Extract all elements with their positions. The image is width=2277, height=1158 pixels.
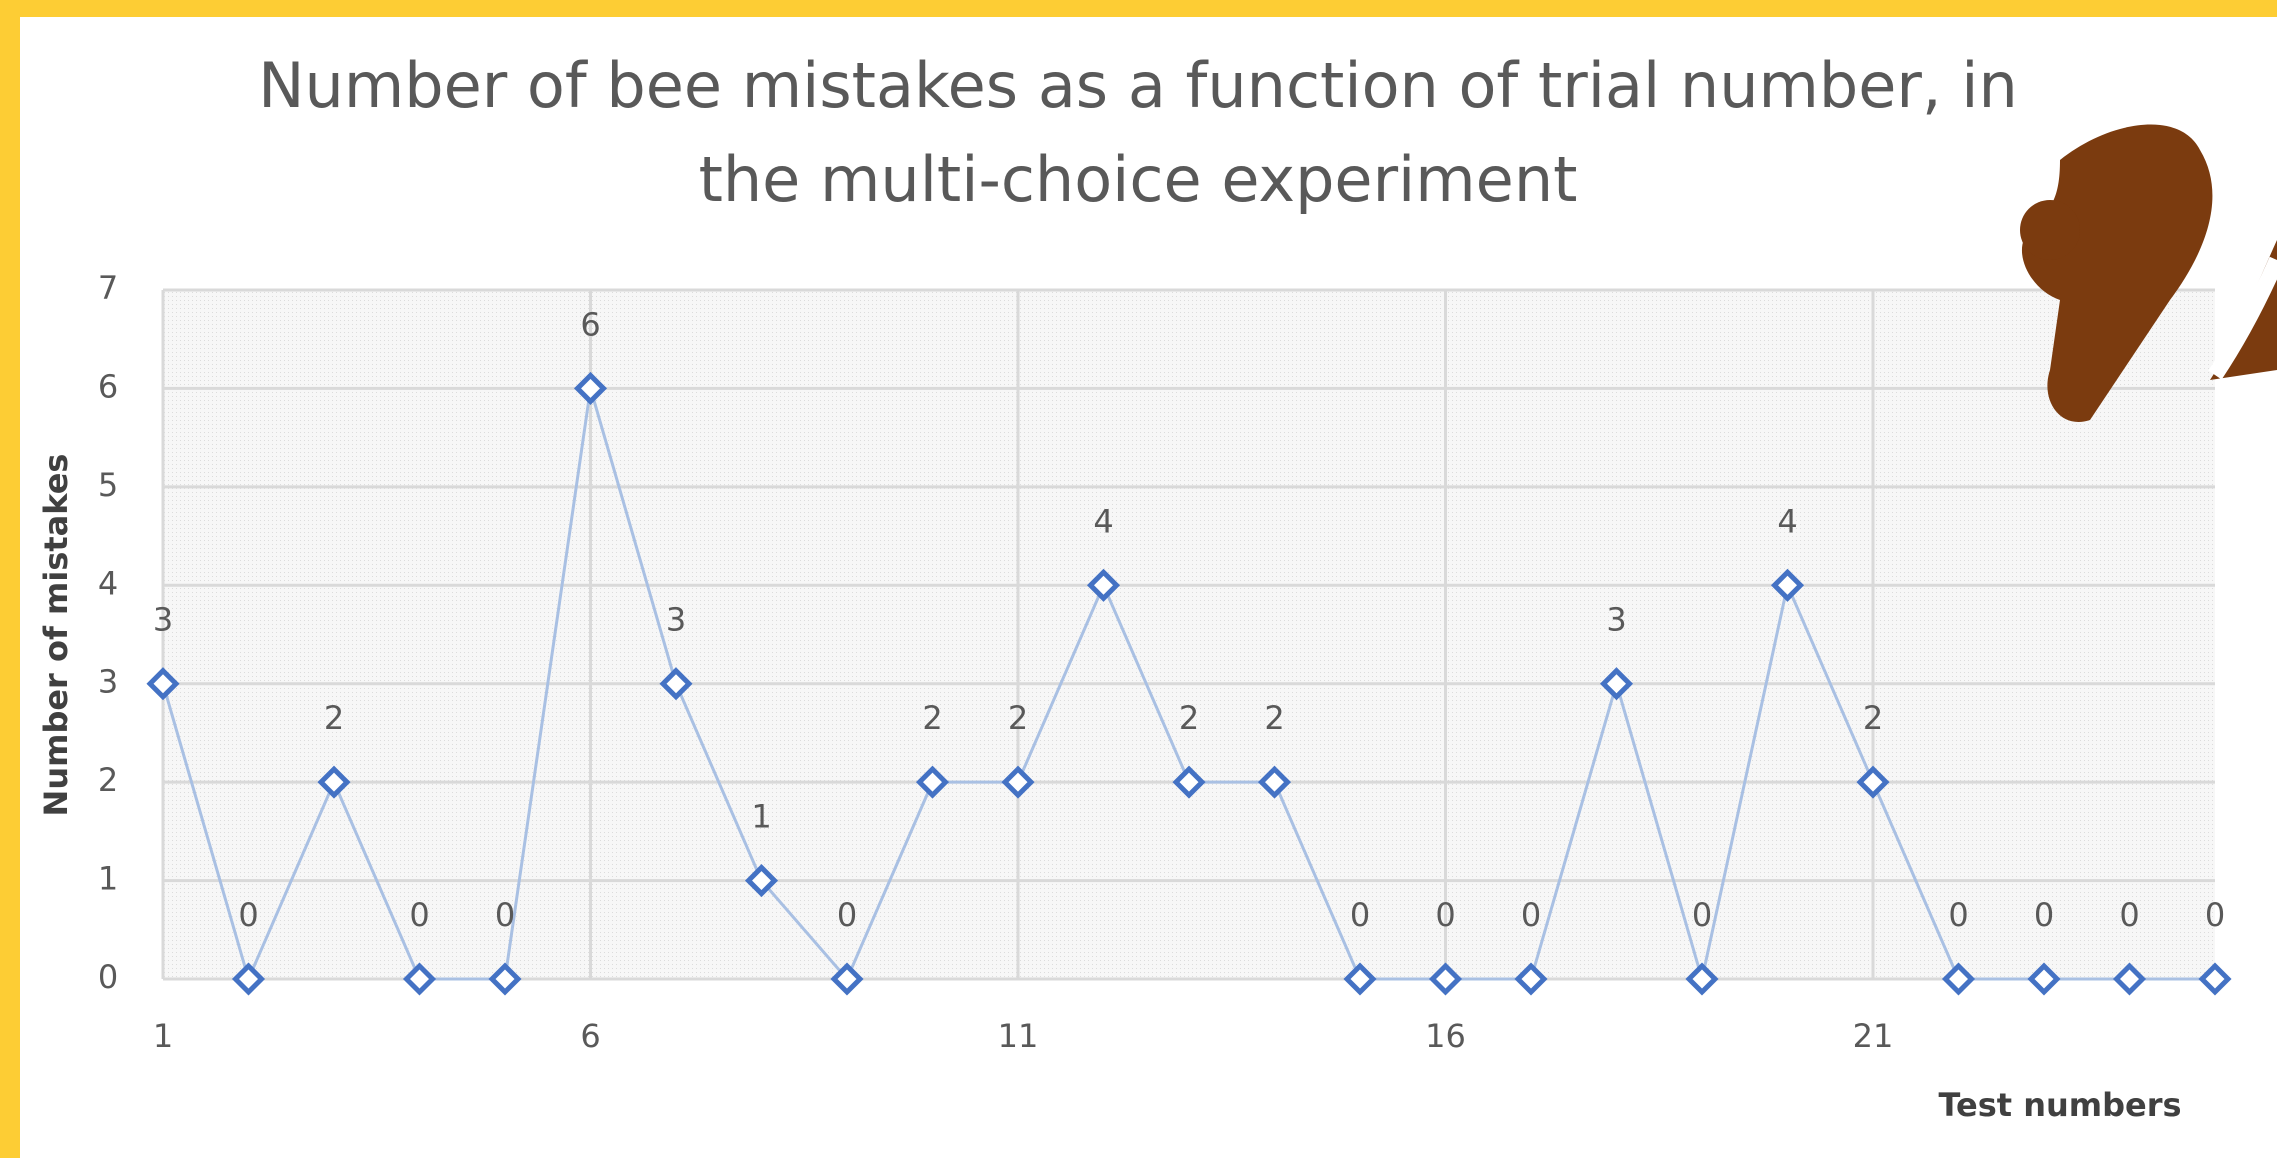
data-label: 2 <box>324 699 344 737</box>
data-label: 0 <box>1521 896 1541 934</box>
data-label: 2 <box>922 699 942 737</box>
data-label: 0 <box>238 896 258 934</box>
chart-title: Number of bee mistakes as a function of … <box>258 49 2018 122</box>
data-label: 2 <box>1863 699 1883 737</box>
y-tick-label: 2 <box>98 761 118 799</box>
frame-left <box>0 0 20 1158</box>
x-tick-label: 11 <box>998 1017 1039 1055</box>
data-label: 0 <box>1948 896 1968 934</box>
data-label: 1 <box>751 798 771 836</box>
data-label: 3 <box>1606 601 1626 639</box>
x-tick-label: 16 <box>1425 1017 1466 1055</box>
y-tick-label: 4 <box>98 564 118 602</box>
x-tick-label: 6 <box>580 1017 600 1055</box>
page: {"chart_data": {"type": "line", "title":… <box>0 0 2277 1158</box>
y-tick-label: 0 <box>98 958 118 996</box>
x-tick-label: 21 <box>1853 1017 1894 1055</box>
y-tick-label: 5 <box>98 466 118 504</box>
x-axis-label: Test numbers <box>1938 1086 2181 1124</box>
data-label: 2 <box>1008 699 1028 737</box>
data-label: 0 <box>495 896 515 934</box>
data-label: 0 <box>409 896 429 934</box>
data-label: 2 <box>1264 699 1284 737</box>
data-label: 4 <box>1777 502 1797 540</box>
y-tick-label: 1 <box>98 860 118 898</box>
data-label: 0 <box>1692 896 1712 934</box>
data-label: 0 <box>2034 896 2054 934</box>
y-axis-label: Number of mistakes <box>37 454 75 817</box>
data-label: 3 <box>153 601 173 639</box>
plot-area <box>163 290 2215 979</box>
data-label: 3 <box>666 601 686 639</box>
data-label: 0 <box>2119 896 2139 934</box>
y-tick-label: 7 <box>98 269 118 307</box>
data-label: 0 <box>2205 896 2225 934</box>
data-label: 0 <box>1435 896 1455 934</box>
chart: 0123456716111621 30200631022422000304200… <box>0 0 2277 1158</box>
data-label: 0 <box>1350 896 1370 934</box>
x-tick-label: 1 <box>153 1017 173 1055</box>
y-tick-label: 3 <box>98 663 118 701</box>
plot-background <box>163 290 2215 979</box>
data-label: 6 <box>580 305 600 343</box>
y-tick-label: 6 <box>98 367 118 405</box>
data-label: 4 <box>1093 502 1113 540</box>
frame-top <box>0 0 2277 17</box>
chart-title: the multi-choice experiment <box>699 143 1578 216</box>
data-label: 0 <box>837 896 857 934</box>
data-label: 2 <box>1179 699 1199 737</box>
